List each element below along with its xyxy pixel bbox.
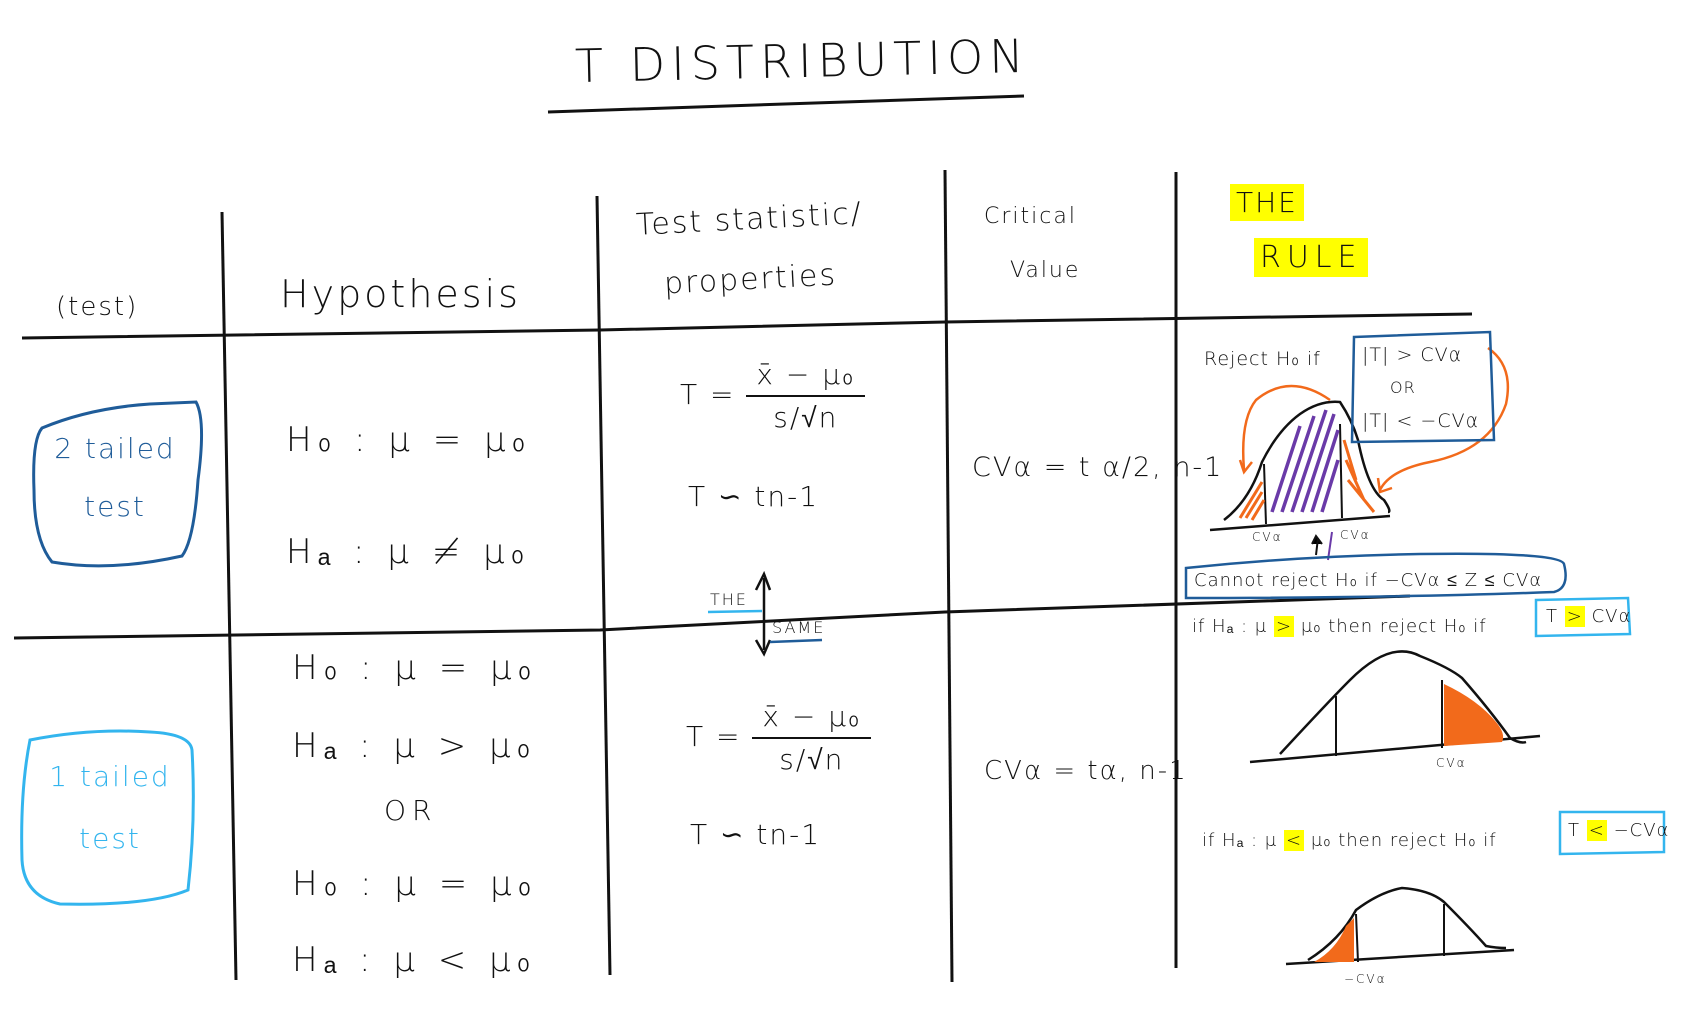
header-value: Value — [1010, 258, 1081, 283]
hypothesis-null-2: H₀ : μ = μ₀ — [292, 864, 538, 904]
lower-reject-box — [1558, 810, 1666, 856]
curve-label-left: CVα — [1252, 530, 1283, 544]
hypothesis-null: H₀ : μ = μ₀ — [286, 420, 532, 460]
one-tailed-outline — [20, 729, 195, 906]
upper-reject-box — [1534, 596, 1632, 638]
two-tailed-outline — [32, 400, 204, 568]
lower-reject-condition: T < −CVα — [1568, 820, 1670, 841]
reject-or: OR — [1390, 378, 1416, 397]
distribution: T ∽ tn-1 — [688, 480, 820, 513]
hypothesis-null-1: H₀ : μ = μ₀ — [292, 648, 538, 688]
critical-value: CVα = t α/2, n-1 — [972, 452, 1224, 483]
cannot-reject: Cannot reject H₀ if −CVα ≤ Z ≤ CVα — [1194, 570, 1543, 591]
lower-tail-rule: if Hₐ : μ < μ₀ then reject H₀ if — [1202, 830, 1497, 851]
header-rule: RULE — [1254, 238, 1369, 277]
upper-reject-condition: T > CVα — [1546, 606, 1632, 627]
annotation-same: SAME — [772, 618, 826, 637]
distribution-2: T ∽ tn-1 — [690, 818, 822, 851]
test-statistic-formula-2: T = x̄ − μ₀ s/√n — [686, 700, 872, 776]
one-tailed-label: 1 tailed test — [49, 760, 171, 855]
lower-curve-label: −CVα — [1344, 972, 1387, 986]
two-tailed-curve — [1209, 346, 1510, 561]
upper-curve-label: CVα — [1436, 756, 1467, 770]
two-tailed-reject-box — [1350, 330, 1496, 444]
cannot-reject-box — [1184, 552, 1567, 600]
header-critical: Critical — [984, 204, 1077, 229]
hypothesis-alt: Hₐ : μ ≠ μ₀ — [286, 532, 531, 572]
hypothesis-alt-greater: Hₐ : μ > μ₀ — [292, 726, 537, 766]
hypothesis-or: OR — [384, 794, 438, 827]
reject-prefix: Reject H₀ if — [1204, 348, 1321, 370]
upper-tail-rule: if Hₐ : μ > μ₀ then reject H₀ if — [1192, 616, 1487, 637]
hypothesis-alt-less: Hₐ : μ < μ₀ — [292, 940, 537, 980]
critical-value-2: CVα = tα, n-1 — [984, 756, 1188, 786]
upper-tail-curve — [1249, 650, 1541, 764]
reject-condition-1: |T| > CVα — [1362, 344, 1463, 366]
two-tailed-label: 2 tailed test — [54, 432, 176, 523]
curve-label-right: CVα — [1340, 528, 1371, 542]
reject-condition-2: |T| < −CVα — [1362, 410, 1480, 432]
lower-tail-curve — [1285, 886, 1515, 966]
test-statistic-formula: T = x̄ − μ₀ s/√n — [680, 358, 866, 434]
page-title: T DISTRIBUTION — [574, 28, 1031, 94]
header-the: THE — [1230, 184, 1304, 221]
header-test: (test) — [56, 292, 139, 322]
annotation-the: THE — [710, 590, 748, 609]
header-hypothesis: Hypothesis — [280, 272, 521, 316]
